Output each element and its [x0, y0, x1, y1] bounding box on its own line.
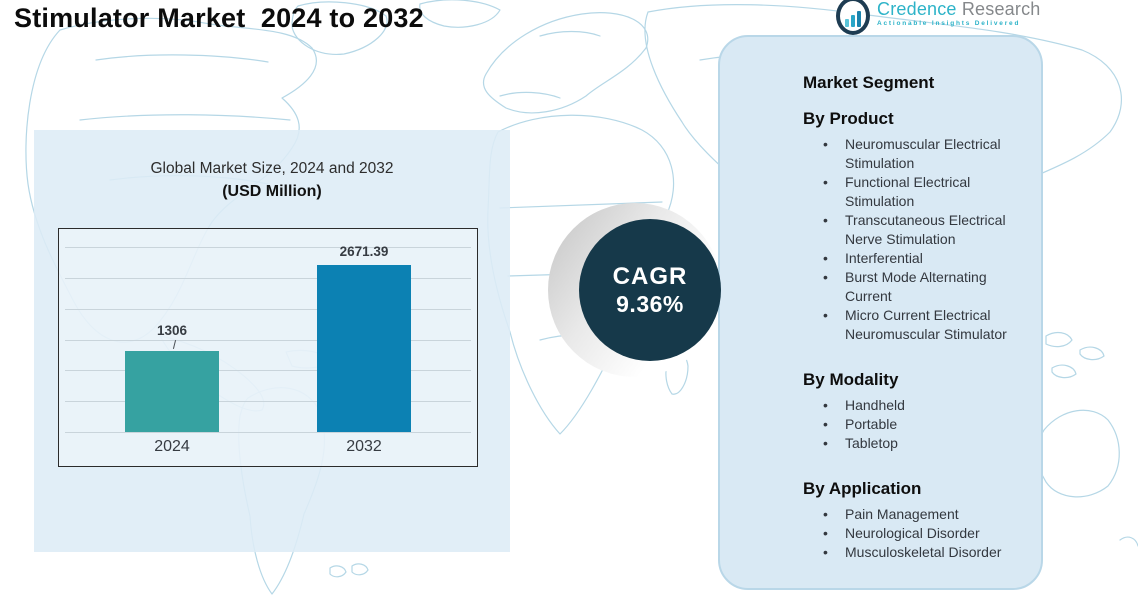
- page-title: Stimulator Market 2024 to 2032: [14, 3, 424, 33]
- segment-item: Neuromuscular Electrical Stimulation: [803, 135, 1027, 173]
- segment-panel: Market Segment By Product Neuromuscular …: [718, 35, 1043, 590]
- brand-logo[interactable]: Credence Research Actionable Insights De…: [836, 0, 1041, 35]
- segment-item: Portable: [803, 415, 1027, 434]
- bar-category-label: 2032: [346, 438, 382, 455]
- gridline: [65, 277, 471, 279]
- gridline: [65, 432, 471, 433]
- brand-tagline: Actionable Insights Delivered: [877, 20, 1021, 27]
- segment-item: Transcutaneous Electrical Nerve Stimulat…: [803, 211, 1027, 249]
- section-title: By Application: [803, 479, 922, 498]
- bar-2024: [125, 351, 219, 432]
- segment-list: Pain ManagementNeurological DisorderMusc…: [803, 505, 1027, 562]
- segment-item: Pain Management: [803, 505, 1027, 524]
- cagr-badge: CAGR 9.36%: [579, 219, 721, 361]
- segment-section-by-application: By Application Pain ManagementNeurologic…: [803, 479, 1027, 562]
- panel-title: Market Segment: [803, 73, 935, 92]
- gridline: [65, 247, 471, 248]
- chart-backdrop: Global Market Size, 2024 and 2032 (USD M…: [34, 130, 510, 552]
- segment-item: Musculoskeletal Disorder: [803, 543, 1027, 562]
- segment-item: Interferential: [803, 249, 1027, 268]
- gridline: [65, 370, 471, 372]
- gridline: [65, 401, 471, 403]
- brand-name-secondary: Research: [961, 0, 1041, 19]
- chart-title: Global Market Size, 2024 and 2032: [150, 160, 394, 177]
- gridline: [65, 308, 471, 310]
- bar-value-label: 1306: [156, 323, 188, 338]
- bar-chart-logo-icon: [836, 0, 870, 35]
- bar-category-label: 2024: [154, 438, 190, 455]
- segment-item: Neurological Disorder: [803, 524, 1027, 543]
- bar-leader-line: [172, 340, 176, 349]
- cagr-value: 9.36%: [616, 290, 684, 317]
- bar-value-label: 2671.39: [339, 244, 389, 259]
- segment-item: Handheld: [803, 396, 1027, 415]
- section-title: By Product: [803, 109, 894, 128]
- plot-area: 1306 2024 2671.39 2032: [59, 244, 477, 455]
- segment-section-by-product: By Product Neuromuscular Electrical Stim…: [803, 109, 1027, 344]
- section-title: By Modality: [803, 370, 899, 389]
- cagr-label: CAGR: [612, 262, 688, 290]
- segment-section-by-modality: By Modality HandheldPortableTabletop: [803, 370, 1027, 453]
- plot-frame: 1306 2024 2671.39 2032: [58, 228, 478, 467]
- segment-item: Tabletop: [803, 434, 1027, 453]
- segment-item: Micro Current Electrical Neuromuscular S…: [803, 306, 1027, 344]
- bar-2032: [317, 265, 411, 432]
- segment-item: Burst Mode Alternating Current: [803, 268, 1027, 306]
- segment-item: Functional Electrical Stimulation: [803, 173, 1027, 211]
- segment-list: Neuromuscular Electrical StimulationFunc…: [803, 135, 1027, 344]
- gridline: [65, 339, 471, 341]
- segment-list: HandheldPortableTabletop: [803, 396, 1027, 453]
- chart-subtitle: (USD Million): [222, 183, 322, 200]
- brand-name: Credence Research: [877, 0, 1041, 18]
- brand-name-primary: Credence: [877, 0, 957, 19]
